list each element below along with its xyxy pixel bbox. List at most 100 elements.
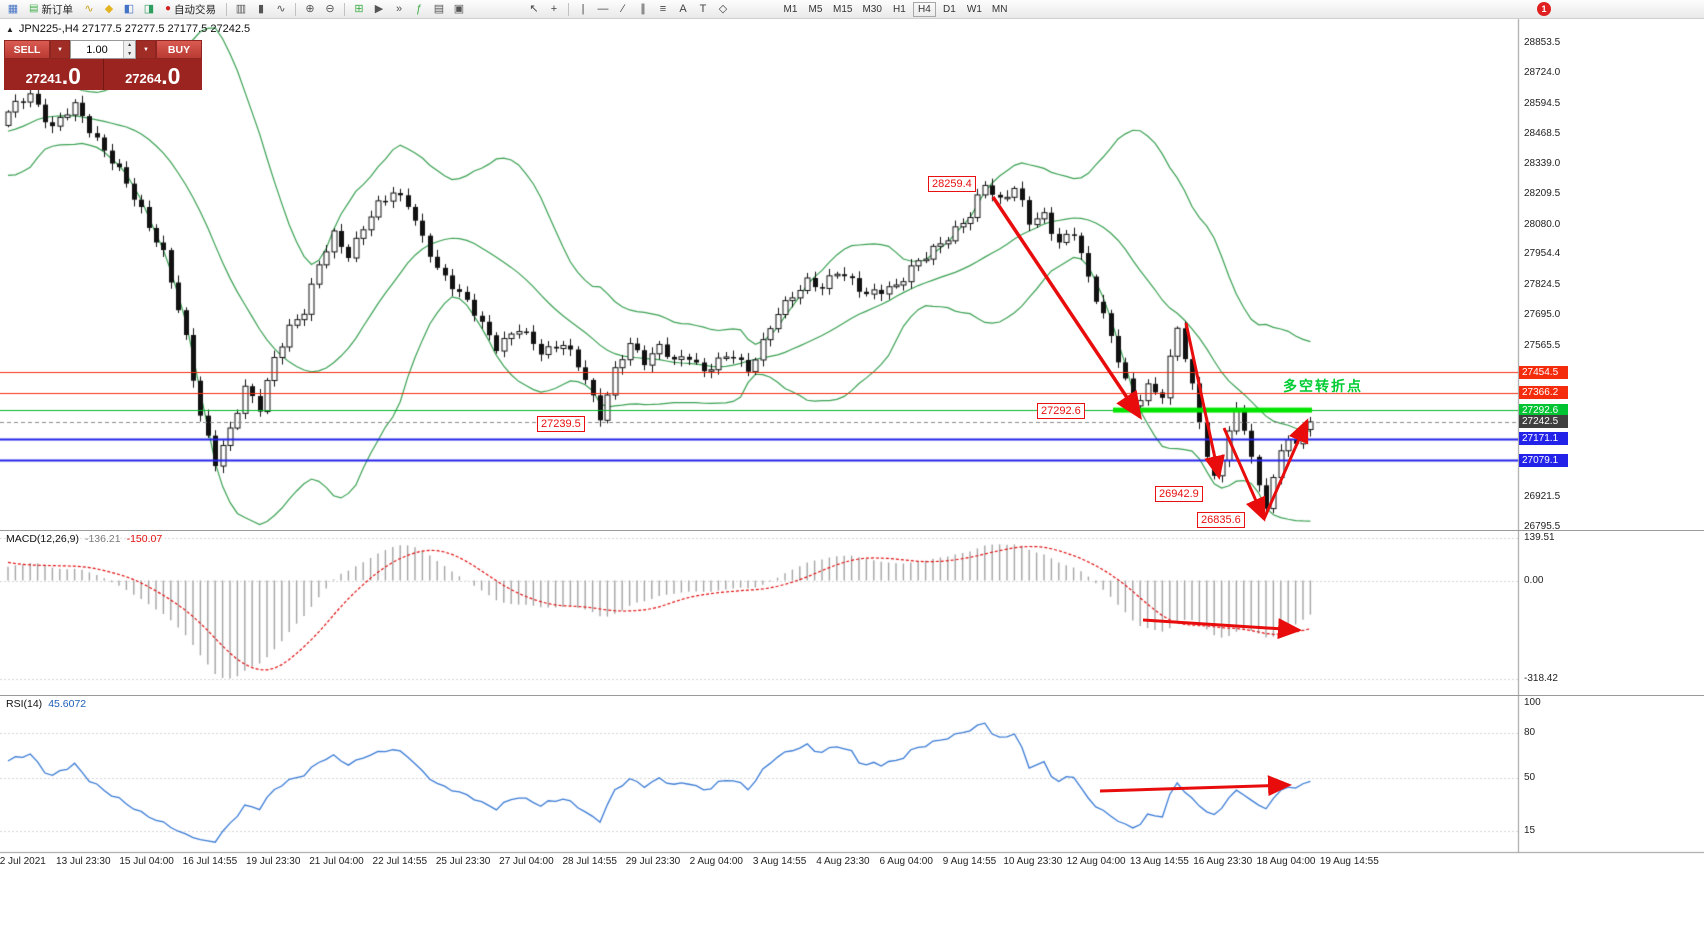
time-axis-label: 3 Aug 14:55 [752,856,807,867]
price-axis-label: 28209.5 [1524,188,1561,200]
toolbar-separator [568,2,569,16]
panel-splitter[interactable] [0,530,1704,531]
price-axis-label: 26921.5 [1524,491,1561,503]
one-click-toggle-icon[interactable]: ▲ [6,24,14,34]
time-axis-label: 18 Aug 04:00 [1256,856,1316,867]
new-chart-icon[interactable]: ▦ [7,2,19,15]
chart-shift-icon[interactable]: » [395,2,403,15]
new-order-button[interactable]: ▤ 新订单 [23,1,79,17]
sell-price[interactable]: 27241.0 [4,59,103,90]
rsi-axis-label: 100 [1524,697,1541,708]
timeframe-m5[interactable]: M5 [804,2,827,17]
price-tag: 27454.5 [1519,365,1568,379]
line-chart-icon[interactable]: ∿ [276,2,286,15]
volume-box: ▲ ▼ [69,40,137,59]
toolbar-separator [344,2,345,16]
rsi-axis-label: 15 [1524,824,1536,836]
time-axis-label: 16 Jul 14:55 [182,856,238,867]
vertical-line-icon[interactable]: | [581,2,585,15]
price-callout-label: 27239.5 [537,416,585,432]
price-axis-label: 28080.0 [1524,218,1561,230]
fibonacci-icon[interactable]: ≡ [659,2,667,15]
price-axis-label: 26795.5 [1524,521,1561,532]
rsi-name: RSI(14) [6,698,43,710]
price-tag: 27292.6 [1519,403,1568,417]
timeframe-m1[interactable]: M1 [779,2,802,17]
timeframe-mn[interactable]: MN [988,2,1012,17]
cursor-icon[interactable]: ↖ [529,2,539,15]
price-axis-label: 28468.5 [1524,127,1561,139]
text-icon[interactable]: A [679,2,687,15]
price-axis-label: 27695.0 [1524,309,1561,321]
horizontal-line-icon[interactable]: ― [597,2,609,15]
price-callout-label: 26942.9 [1155,486,1203,502]
alerts-icon[interactable]: ◆ [104,2,114,15]
zoom-in-icon[interactable]: ⊕ [305,2,315,15]
zoom-out-icon[interactable]: ⊖ [325,2,335,15]
time-axis-label: 22 Jul 14:55 [372,856,428,867]
symbol-ohlc-text: JPN225-,H4 27177.5 27277.5 27177.5 27242… [18,23,251,35]
time-axis-label: 21 Jul 04:00 [309,856,364,867]
price-tag: 27242.5 [1519,415,1568,429]
symbol-info-bar: ▲ JPN225-,H4 27177.5 27277.5 27177.5 272… [6,23,250,35]
text-label-icon[interactable]: T [699,2,707,15]
sell-price-main: 27241 [25,70,62,86]
one-click-trading-panel: SELL ▼ ▲ ▼ ▼ BUY 27241.0 27264.0 [4,40,202,90]
buy-price-main: 27264 [125,70,162,86]
price-axis-label: 28853.5 [1524,37,1561,48]
panel-splitter[interactable] [0,695,1704,696]
market-watch-icon[interactable]: ◧ [123,2,135,15]
macd-label: MACD(12,26,9) -136.21 -150.07 [6,533,162,545]
buy-options-caret-icon[interactable]: ▼ [136,40,156,59]
buy-button[interactable]: BUY [156,40,202,59]
price-axis-label: 28594.5 [1524,97,1561,109]
price-axis-label: 27824.5 [1524,279,1561,290]
time-axis-label: 12 Aug 04:00 [1066,856,1126,867]
sell-options-caret-icon[interactable]: ▼ [50,40,70,59]
buy-price[interactable]: 27264.0 [102,59,203,90]
bull-bear-turning-point-annotation: 多空转折点 [1283,378,1363,394]
indicators-icon[interactable]: ƒ [415,2,423,15]
timeframe-m30[interactable]: M30 [858,2,885,17]
timeframe-d1[interactable]: D1 [938,2,961,17]
time-axis-label: 2 Aug 04:00 [689,856,743,867]
timeframe-w1[interactable]: W1 [963,2,986,17]
bar-chart-icon[interactable]: ▥ [235,2,247,15]
volume-input[interactable] [70,41,124,58]
notification-badge[interactable]: 1 [1537,2,1551,16]
timeframe-h1[interactable]: H1 [888,2,911,17]
crosshair-icon[interactable]: + [550,2,558,15]
periods-icon[interactable]: ▤ [433,2,445,15]
time-axis-label: 15 Jul 04:00 [119,856,174,867]
price-axis-label: 27565.5 [1524,339,1561,351]
auto-scroll-icon[interactable]: ▶ [374,2,384,15]
rsi-axis-label: 80 [1524,727,1536,738]
time-axis-label: 13 Jul 23:30 [56,856,111,867]
macd-main-value: -136.21 [84,533,121,545]
toolbar-separator [295,2,296,16]
candlestick-chart-icon[interactable]: ▮ [257,2,265,15]
volume-up-button[interactable]: ▲ [124,41,136,50]
timeframe-h4[interactable]: H4 [912,1,936,17]
tile-windows-icon[interactable]: ⊞ [354,2,364,15]
equidistant-channel-icon[interactable]: ∥ [640,2,646,15]
timeframe-m15[interactable]: M15 [829,2,856,17]
trendline-icon[interactable]: ∕ [622,2,624,15]
tick-chart-icon[interactable]: ∿ [84,2,94,15]
price-tag: 27366.2 [1519,386,1568,400]
templates-icon[interactable]: ▣ [453,2,465,15]
time-axis-label: 25 Jul 23:30 [435,856,491,867]
volume-down-button[interactable]: ▼ [124,49,136,58]
sell-button[interactable]: SELL [4,40,50,59]
shapes-icon[interactable]: ◇ [718,2,728,15]
time-axis-label: 9 Aug 14:55 [942,856,997,867]
auto-trading-button[interactable]: ● 自动交易 [159,1,222,17]
rsi-axis-label: 50 [1524,772,1536,783]
time-axis-label: 27 Jul 04:00 [499,856,554,867]
rsi-value: 45.6072 [48,698,87,710]
navigator-icon[interactable]: ◨ [143,2,155,15]
new-order-icon: ▤ [29,3,39,14]
time-axis-label: 28 Jul 14:55 [562,856,617,867]
macd-axis-label: 0.00 [1524,574,1544,586]
